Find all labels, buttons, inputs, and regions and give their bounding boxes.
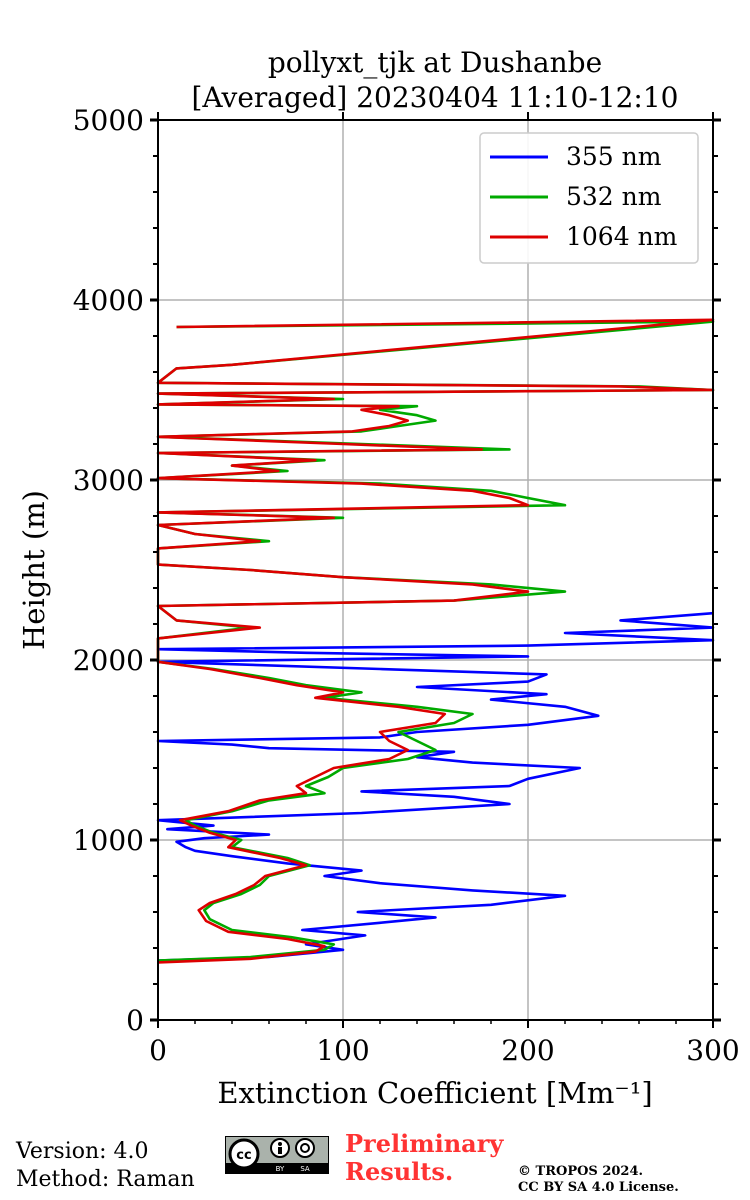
x-tick-label-100: 100 — [316, 1034, 369, 1067]
copyright-note: © TROPOS 2024. CC BY SA 4.0 License. — [518, 1164, 679, 1196]
cc-by-sa-icon[interactable]: cc BY SA — [225, 1136, 329, 1174]
chart-title-line2: [Averaged] 20230404 11:10-12:10 — [192, 81, 679, 114]
y-tick-label-5000: 5000 — [73, 104, 144, 137]
x-axis-label: Extinction Coefficient [Mm⁻¹] — [217, 1076, 652, 1110]
preliminary-results-note: Preliminary Results. — [345, 1130, 503, 1186]
legend-label-355: 355 nm — [566, 142, 662, 171]
legend: 355 nm 532 nm 1064 nm — [479, 132, 699, 264]
series-line-532-nm — [156, 320, 715, 962]
series-line-1064-nm — [156, 318, 715, 964]
x-tick-label-300: 300 — [686, 1034, 739, 1067]
plot-frame — [157, 119, 714, 1021]
preliminary-line2: Results. — [345, 1157, 454, 1186]
y-tick-label-0: 0 — [126, 1004, 144, 1037]
footer-info: Version: 4.0 Method: Raman — [16, 1138, 195, 1194]
legend-label-532: 532 nm — [566, 182, 662, 211]
legend-box — [479, 132, 699, 264]
copyright-line1: © TROPOS 2024. — [518, 1164, 644, 1179]
preliminary-line1: Preliminary — [345, 1129, 504, 1158]
y-tick-label-1000: 1000 — [73, 824, 144, 857]
series-line-355-nm — [156, 611, 715, 962]
legend-label-1064: 1064 nm — [566, 222, 678, 251]
series-layer — [156, 318, 715, 964]
y-tick-label-2000: 2000 — [73, 644, 144, 677]
svg-text:SA: SA — [300, 1165, 310, 1173]
copyright-line2: CC BY SA 4.0 License. — [518, 1180, 679, 1195]
svg-text:BY: BY — [276, 1165, 285, 1173]
svg-text:cc: cc — [236, 1148, 251, 1163]
x-tick-label-200: 200 — [501, 1034, 554, 1067]
y-axis-label: Height (m) — [17, 490, 51, 650]
x-tick-label-0: 0 — [149, 1034, 167, 1067]
chart-title-line1: pollyxt_tjk at Dushanbe — [268, 46, 602, 79]
y-tick-label-4000: 4000 — [73, 284, 144, 317]
method-text: Method: Raman — [16, 1167, 195, 1192]
y-tick-label-3000: 3000 — [73, 464, 144, 497]
version-text: Version: 4.0 — [16, 1139, 149, 1164]
